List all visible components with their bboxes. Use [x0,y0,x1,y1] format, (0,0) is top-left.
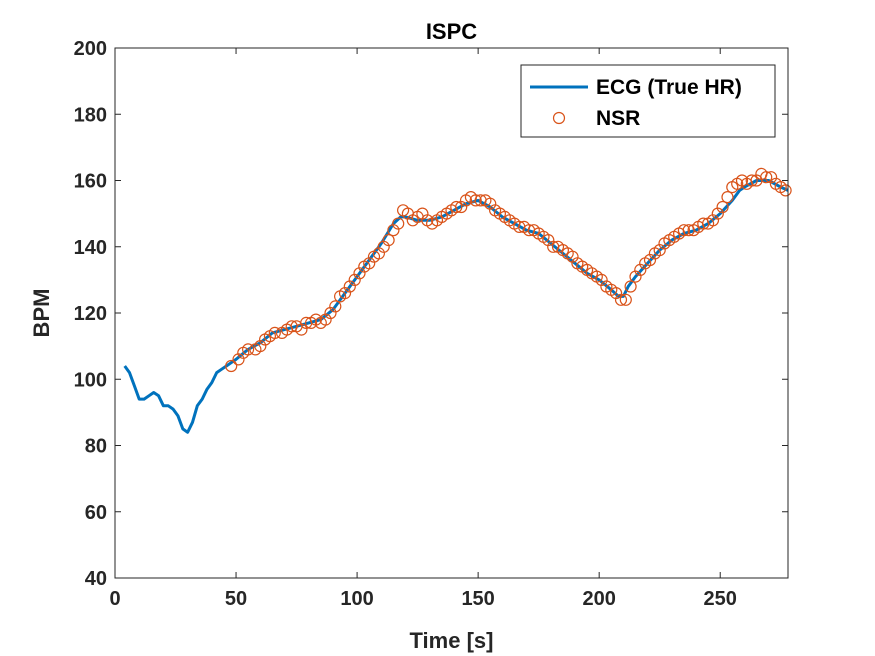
nsr-marker [614,293,628,306]
chart-title: ISPC [426,19,477,44]
x-tick-label: 200 [582,588,615,610]
nsr-marker [745,174,758,187]
ecg-line [123,179,789,434]
y-tick-label: 100 [74,369,107,391]
nsr-marker [716,200,729,214]
legend-box [520,64,776,138]
y-axis-title: BPM [29,289,54,338]
x-axis-title: Time [s] [410,628,494,653]
axes: 0 50 100 150 200 250 40 60 80 100 120 140 160 180 200 [74,38,789,610]
nsr-marker [382,234,395,247]
nsr-marker [760,171,773,184]
y-tick-label: 140 [74,237,107,259]
x-tick-label: 100 [340,588,373,610]
x-tick-label: 150 [461,588,494,610]
nsr-marker [225,359,238,373]
nsr-marker [450,200,463,214]
nsr-marker [268,326,281,339]
nsr-marker [619,293,632,306]
nsr-marker [392,217,405,230]
nsr-marker [329,300,342,313]
x-tick-label: 50 [225,588,247,610]
nsr-marker [779,184,792,197]
y-tick-label: 40 [85,568,107,590]
nsr-marker [469,194,482,207]
y-tick-label: 180 [74,104,107,126]
plot-area [123,167,792,434]
legend: ECG (True HR) NSR [520,64,776,138]
y-tick-label: 160 [74,171,107,193]
x-tick-label: 250 [704,588,737,610]
y-tick-label: 80 [85,436,107,458]
legend-label: NSR [596,107,640,130]
legend-marker-swatch [552,111,566,125]
nsr-marker [721,191,734,204]
nsr-marker [242,343,255,356]
legend-label: ECG (True HR) [596,76,742,99]
y-tick-label: 200 [74,38,107,60]
nsr-marker [624,280,637,293]
y-tick-label: 60 [85,502,107,524]
nsr-marker [677,224,691,237]
y-tick-label: 120 [74,303,107,325]
x-tick-label: 0 [109,588,120,610]
